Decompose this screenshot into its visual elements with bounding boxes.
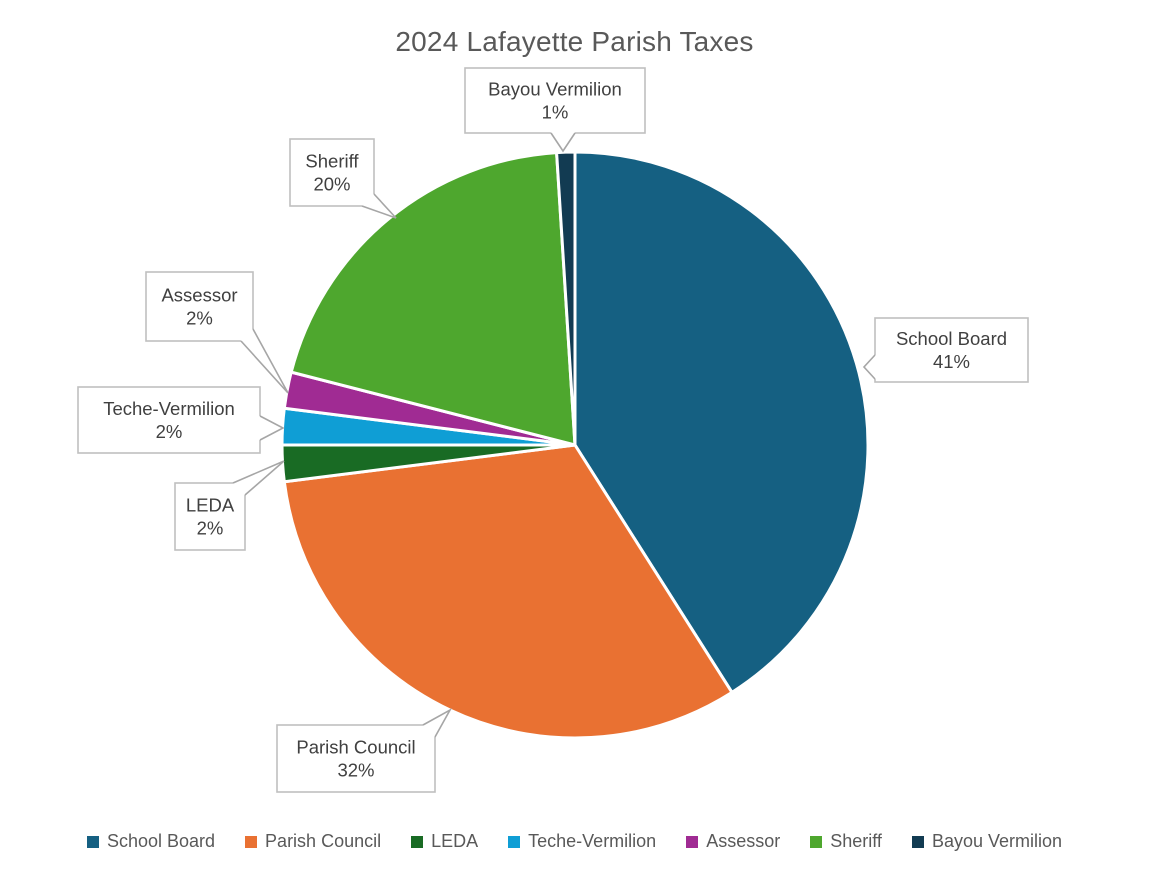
leader-line xyxy=(862,354,876,380)
legend-swatch-icon xyxy=(911,835,924,848)
legend-label: School Board xyxy=(106,831,216,851)
leader-line xyxy=(422,707,453,738)
legend-item-parish-council: Parish Council xyxy=(245,831,381,852)
data-label-category: Assessor xyxy=(161,285,237,306)
legend-item-leda: LEDA xyxy=(411,831,478,852)
pie-slice-bayou-vermilion xyxy=(555,150,577,447)
legend-swatch-icon xyxy=(810,835,823,848)
callout-box xyxy=(289,138,375,207)
leader-line xyxy=(550,132,576,153)
data-label-category: Sheriff xyxy=(305,151,359,172)
legend-swatch-icon xyxy=(686,835,699,848)
data-label-category: Parish Council xyxy=(296,737,415,758)
legend-label: Parish Council xyxy=(265,831,382,851)
legend-swatch-icon xyxy=(86,835,99,848)
leader-line xyxy=(259,415,285,441)
data-label-category: LEDA xyxy=(186,495,235,516)
callout-box xyxy=(276,724,436,793)
callout-box xyxy=(174,482,246,551)
legend-swatch-icon xyxy=(508,835,521,848)
chart-title: 2024 Lafayette Parish Taxes xyxy=(395,26,754,57)
legend-label: Bayou Vermilion xyxy=(931,831,1063,851)
legend-item-sheriff: Sheriff xyxy=(810,831,882,852)
callout-tail xyxy=(241,329,288,393)
data-label-category: Bayou Vermilion xyxy=(488,79,622,100)
chart-legend: School Board Parish Council LEDA Teche-Verm… xyxy=(0,831,1149,852)
callout-tail xyxy=(233,461,284,495)
callout-box xyxy=(874,317,1029,383)
legend-item-assessor: Assessor xyxy=(686,831,780,852)
legend-item-teche-vermilion: Teche-Vermilion xyxy=(508,831,656,852)
data-label-value: 32% xyxy=(337,760,374,781)
callout-box xyxy=(145,271,254,342)
data-label-value: 41% xyxy=(933,351,970,372)
callout-tail xyxy=(423,710,450,737)
data-label-value: 1% xyxy=(542,102,569,123)
legend-swatch-icon xyxy=(245,835,258,848)
data-label-value: 2% xyxy=(156,421,183,442)
data-label-category: School Board xyxy=(896,328,1007,349)
leader-line xyxy=(361,193,397,219)
callout-tail xyxy=(864,355,877,379)
legend-label: Sheriff xyxy=(830,831,882,851)
pie-slice-school-board xyxy=(573,150,870,694)
legend-label: Assessor xyxy=(706,831,781,851)
callout-tail xyxy=(551,131,575,151)
legend-label: Teche-Vermilion xyxy=(528,831,657,851)
data-label-value: 2% xyxy=(197,518,224,539)
legend-swatch-icon xyxy=(411,835,424,848)
legend-item-bayou-vermilion: Bayou Vermilion xyxy=(911,831,1063,852)
legend-label: LEDA xyxy=(431,831,479,851)
data-label-value: 20% xyxy=(313,174,350,195)
data-label-category: Teche-Vermilion xyxy=(103,398,235,419)
callout-box xyxy=(77,386,261,454)
leader-line xyxy=(232,460,285,496)
data-label-value: 2% xyxy=(186,308,213,329)
legend-item-school-board: School Board xyxy=(86,831,216,852)
callout-tail xyxy=(258,416,283,440)
callout-box xyxy=(464,67,646,134)
callout-tail xyxy=(362,194,396,218)
leader-line xyxy=(240,328,289,394)
pie-slice-sheriff xyxy=(289,151,577,447)
